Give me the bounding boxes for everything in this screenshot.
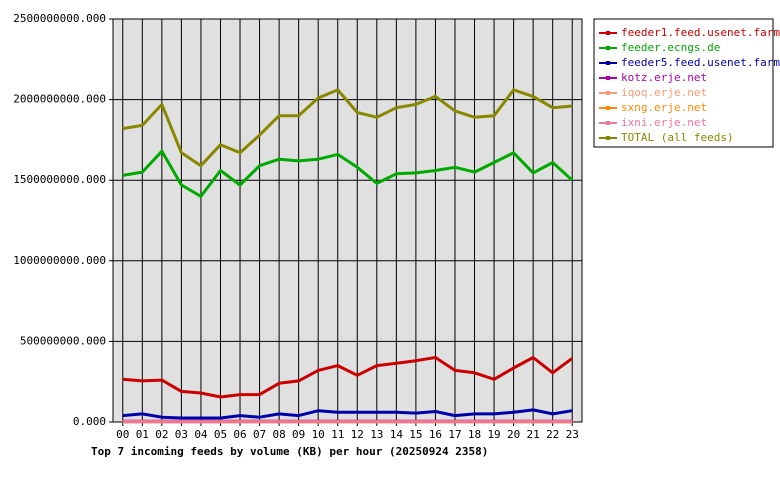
legend-dot xyxy=(606,31,610,35)
x-tick-label: 11 xyxy=(331,428,344,441)
legend-dot xyxy=(606,91,610,95)
x-tick-label: 00 xyxy=(116,428,129,441)
x-tick-label: 02 xyxy=(155,428,168,441)
x-tick-label: 06 xyxy=(233,428,246,441)
series-line xyxy=(122,149,574,198)
y-tick-label: 1500000000.000 xyxy=(13,173,106,186)
x-tick-label: 07 xyxy=(253,428,266,441)
legend-label: TOTAL (all feeds) xyxy=(621,131,734,144)
series-line xyxy=(122,88,573,168)
x-tick-label: 21 xyxy=(527,428,540,441)
x-tick-label: 12 xyxy=(351,428,364,441)
x-tick-label: 16 xyxy=(429,428,442,441)
x-tick-label: 03 xyxy=(175,428,188,441)
y-tick-label: 2000000000.000 xyxy=(13,93,106,106)
x-tick-label: 20 xyxy=(507,428,520,441)
x-tick-label: 01 xyxy=(136,428,149,441)
legend-label: feeder1.feed.usenet.farm xyxy=(621,26,780,39)
x-tick-label: 08 xyxy=(272,428,285,441)
x-tick-label: 18 xyxy=(468,428,481,441)
legend-dot xyxy=(606,136,610,140)
x-tick-label: 09 xyxy=(292,428,305,441)
legend-label: sxng.erje.net xyxy=(621,101,707,114)
legend-label: feeder5.feed.usenet.farm xyxy=(621,56,780,69)
y-tick-label: 2500000000.000 xyxy=(13,12,106,25)
y-tick-label: 0.000 xyxy=(73,415,106,428)
x-tick-label: 10 xyxy=(312,428,325,441)
legend-label: feeder.ecngs.de xyxy=(621,41,720,54)
x-tick-label: 14 xyxy=(390,428,404,441)
plot-area xyxy=(113,19,582,422)
x-tick-label: 22 xyxy=(546,428,559,441)
x-tick-label: 17 xyxy=(448,428,461,441)
x-tick-label: 15 xyxy=(409,428,422,441)
series-line xyxy=(122,408,573,420)
legend-dot xyxy=(606,106,610,110)
chart-title: Top 7 incoming feeds by volume (KB) per … xyxy=(91,445,488,458)
legend-dot xyxy=(606,46,610,50)
legend-label: iqoq.erje.net xyxy=(621,86,707,99)
x-tick-label: 23 xyxy=(566,428,579,441)
series-line xyxy=(122,356,574,399)
y-tick-label: 1000000000.000 xyxy=(13,254,106,267)
legend-label: ixni.erje.net xyxy=(621,116,707,129)
legend-dot xyxy=(606,76,610,80)
x-tick-label: 04 xyxy=(194,428,208,441)
y-tick-label: 500000000.000 xyxy=(20,334,106,347)
legend-label: kotz.erje.net xyxy=(621,71,707,84)
x-tick-label: 19 xyxy=(487,428,500,441)
legend-dot xyxy=(606,61,610,65)
x-tick-label: 13 xyxy=(370,428,383,441)
legend-dot xyxy=(606,121,610,125)
legend-box xyxy=(593,18,774,148)
x-tick-label: 05 xyxy=(214,428,227,441)
